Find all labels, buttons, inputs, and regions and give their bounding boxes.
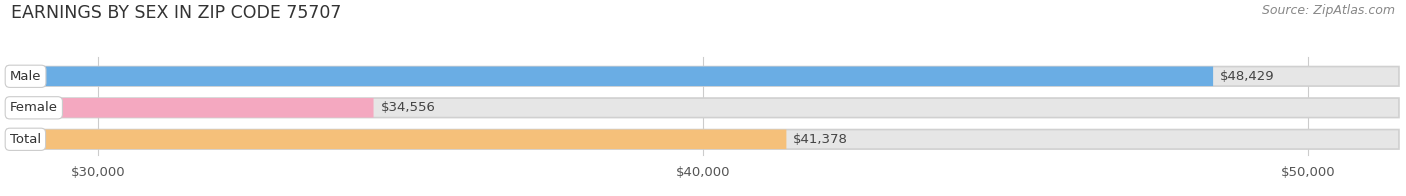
Text: $34,556: $34,556: [381, 101, 436, 114]
Text: Source: ZipAtlas.com: Source: ZipAtlas.com: [1261, 4, 1395, 17]
Text: Total: Total: [10, 133, 41, 146]
Text: Female: Female: [10, 101, 58, 114]
Text: $48,429: $48,429: [1220, 70, 1275, 83]
FancyBboxPatch shape: [7, 98, 1399, 118]
Text: Male: Male: [10, 70, 41, 83]
Text: $41,378: $41,378: [793, 133, 848, 146]
FancyBboxPatch shape: [7, 130, 786, 149]
FancyBboxPatch shape: [7, 98, 374, 118]
FancyBboxPatch shape: [7, 130, 1399, 149]
Text: EARNINGS BY SEX IN ZIP CODE 75707: EARNINGS BY SEX IN ZIP CODE 75707: [11, 4, 342, 22]
FancyBboxPatch shape: [7, 66, 1399, 86]
FancyBboxPatch shape: [7, 66, 1213, 86]
